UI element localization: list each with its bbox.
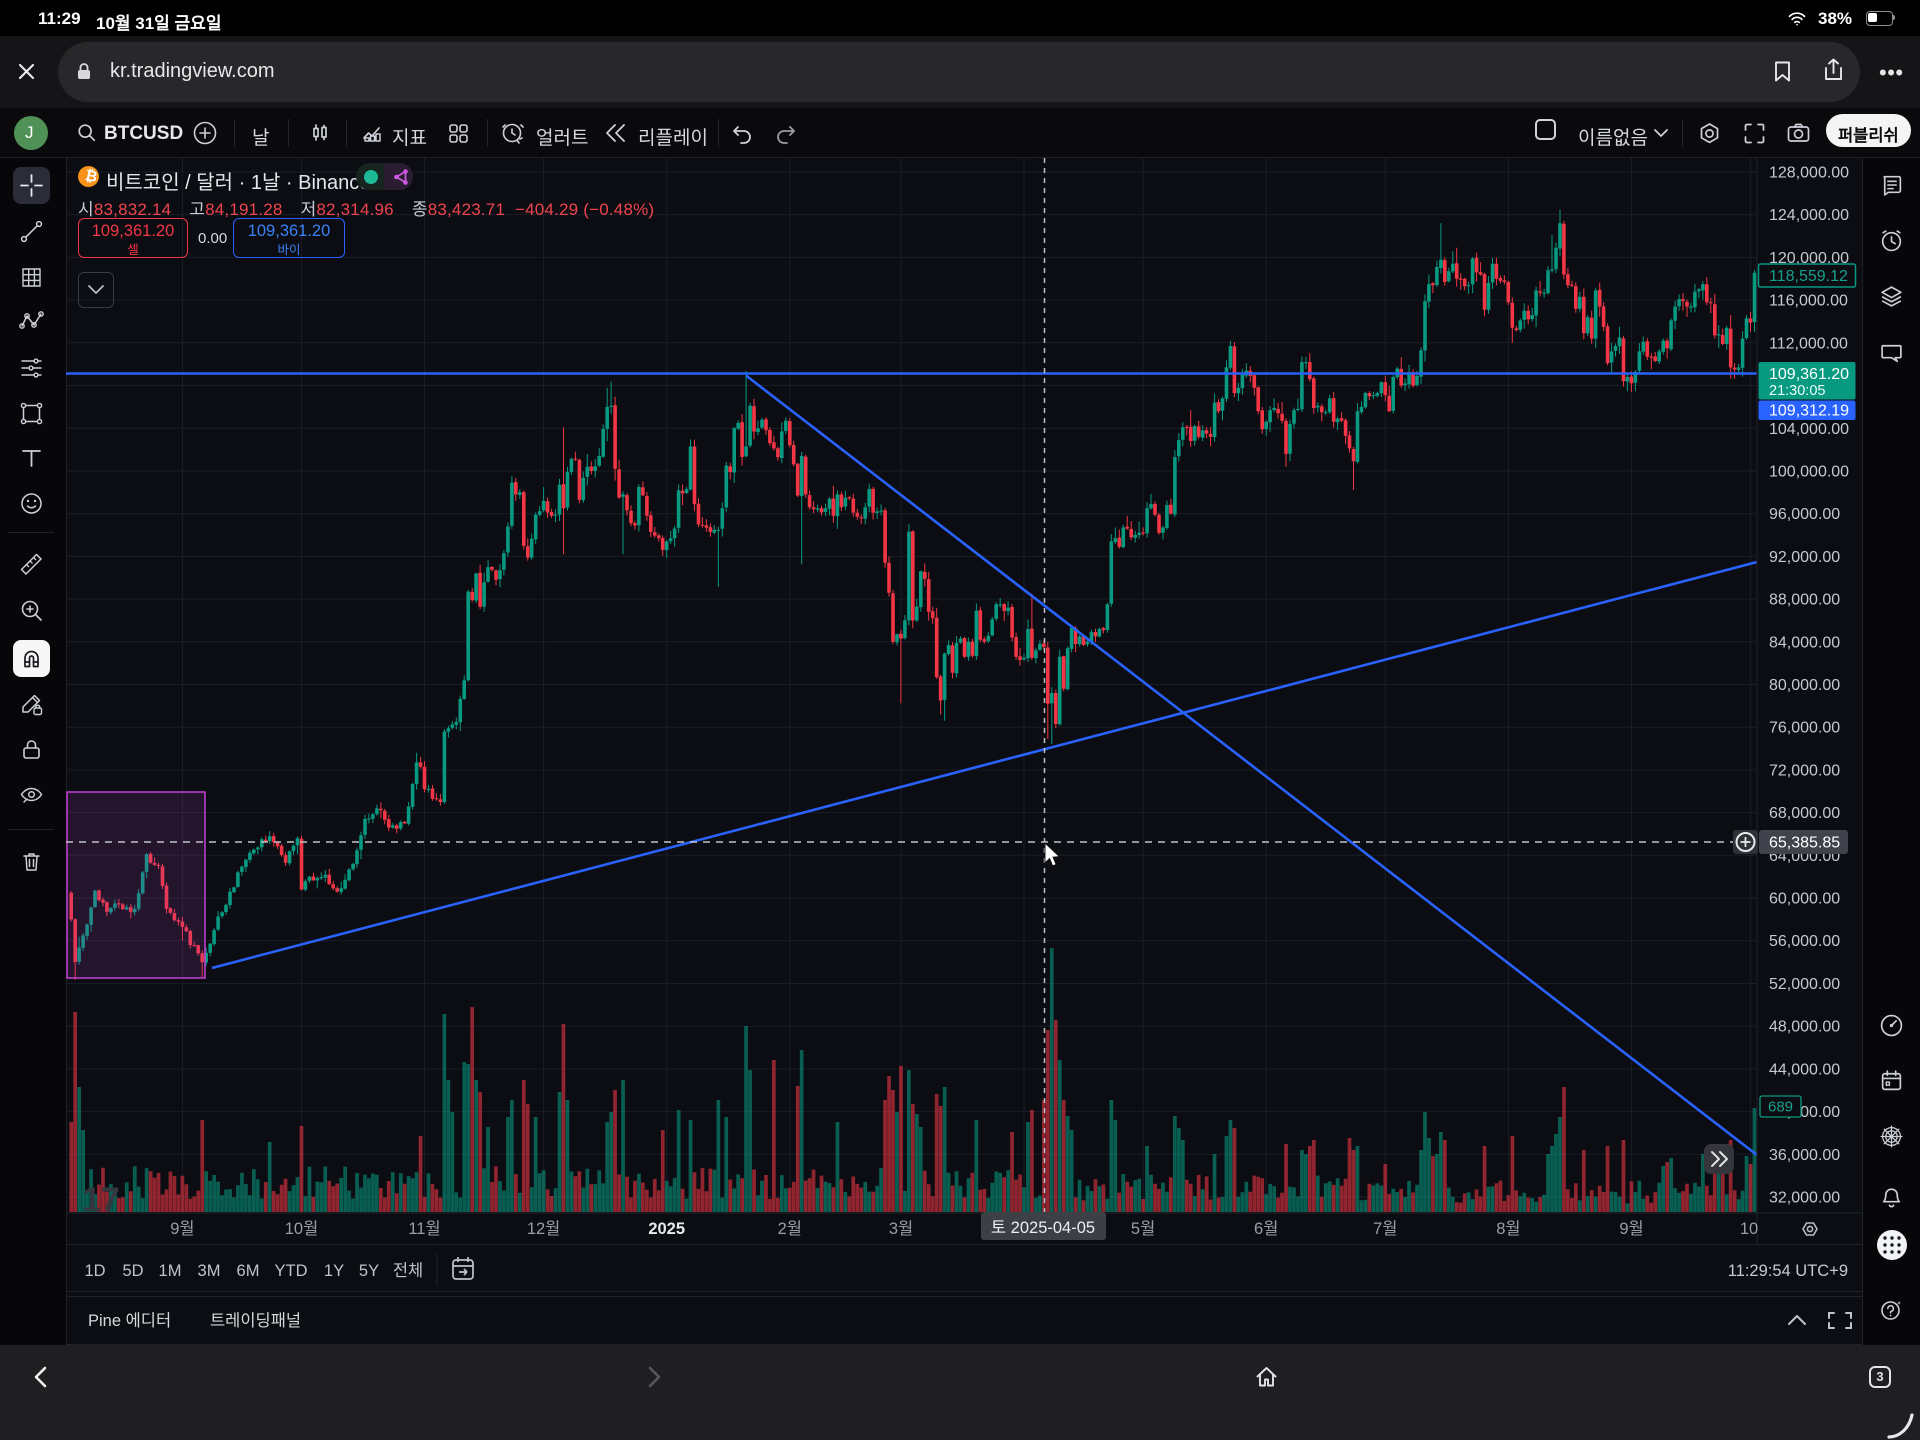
svg-text:88,000.00: 88,000.00: [1769, 592, 1840, 609]
svg-text:44,000.00: 44,000.00: [1769, 1061, 1840, 1078]
svg-text:109,361.20: 109,361.20: [1769, 366, 1849, 383]
svg-text:2월: 2월: [778, 1219, 802, 1238]
svg-text:전체: 전체: [393, 1261, 423, 1280]
svg-text:21:30:05: 21:30:05: [1769, 383, 1825, 399]
svg-text:5Y: 5Y: [359, 1262, 379, 1280]
svg-text:11:29:54 UTC+9: 11:29:54 UTC+9: [1728, 1262, 1848, 1280]
svg-text:689: 689: [1768, 1099, 1793, 1116]
svg-text:1D: 1D: [84, 1262, 105, 1280]
svg-text:124,000.00: 124,000.00: [1769, 207, 1849, 224]
svg-text:120,000.00: 120,000.00: [1769, 250, 1849, 267]
svg-text:48,000.00: 48,000.00: [1769, 1019, 1840, 1036]
svg-text:트레이딩패널: 트레이딩패널: [210, 1311, 301, 1330]
svg-text:6월: 6월: [1254, 1219, 1278, 1238]
svg-text:7월: 7월: [1373, 1219, 1397, 1238]
svg-text:10: 10: [1740, 1220, 1758, 1238]
svg-text:3M: 3M: [198, 1262, 221, 1280]
svg-text:116,000.00: 116,000.00: [1769, 293, 1848, 310]
svg-text:YTD: YTD: [275, 1262, 308, 1280]
svg-text:1M: 1M: [159, 1262, 182, 1280]
svg-text:17: 17: [82, 1181, 120, 1219]
svg-text:96,000.00: 96,000.00: [1769, 506, 1840, 523]
svg-text:65,385.85: 65,385.85: [1769, 835, 1840, 852]
svg-text:2025: 2025: [648, 1220, 685, 1238]
svg-text:9월: 9월: [1619, 1219, 1643, 1238]
svg-text:80,000.00: 80,000.00: [1769, 677, 1840, 694]
svg-text:1Y: 1Y: [324, 1262, 344, 1280]
svg-text:12월: 12월: [527, 1219, 561, 1238]
svg-text:128,000.00: 128,000.00: [1769, 165, 1849, 182]
svg-text:6M: 6M: [237, 1262, 260, 1280]
svg-text:5D: 5D: [122, 1262, 143, 1280]
svg-text:52,000.00: 52,000.00: [1769, 976, 1840, 993]
svg-text:56,000.00: 56,000.00: [1769, 933, 1840, 950]
svg-text:8월: 8월: [1496, 1219, 1520, 1238]
svg-text:Pine 에디터: Pine 에디터: [88, 1311, 171, 1330]
svg-text:112,000.00: 112,000.00: [1769, 335, 1848, 352]
svg-text:9월: 9월: [170, 1219, 194, 1238]
svg-text:36,000.00: 36,000.00: [1769, 1147, 1840, 1164]
svg-text:84,000.00: 84,000.00: [1769, 634, 1840, 651]
svg-text:72,000.00: 72,000.00: [1769, 762, 1840, 779]
svg-text:11월: 11월: [408, 1219, 440, 1238]
svg-text:92,000.00: 92,000.00: [1769, 549, 1840, 566]
svg-text:32,000.00: 32,000.00: [1769, 1190, 1840, 1207]
svg-text:68,000.00: 68,000.00: [1769, 805, 1840, 822]
svg-text:토 2025-04-05: 토 2025-04-05: [991, 1219, 1095, 1237]
svg-text:100,000.00: 100,000.00: [1769, 464, 1849, 481]
svg-text:5월: 5월: [1131, 1219, 1155, 1238]
svg-text:76,000.00: 76,000.00: [1769, 720, 1840, 737]
svg-text:60,000.00: 60,000.00: [1769, 891, 1840, 908]
svg-text:10월: 10월: [285, 1219, 319, 1238]
svg-text:3월: 3월: [889, 1219, 913, 1238]
svg-text:104,000.00: 104,000.00: [1769, 421, 1849, 438]
svg-text:109,312.19: 109,312.19: [1769, 403, 1849, 420]
svg-text:118,559.12: 118,559.12: [1769, 268, 1848, 285]
